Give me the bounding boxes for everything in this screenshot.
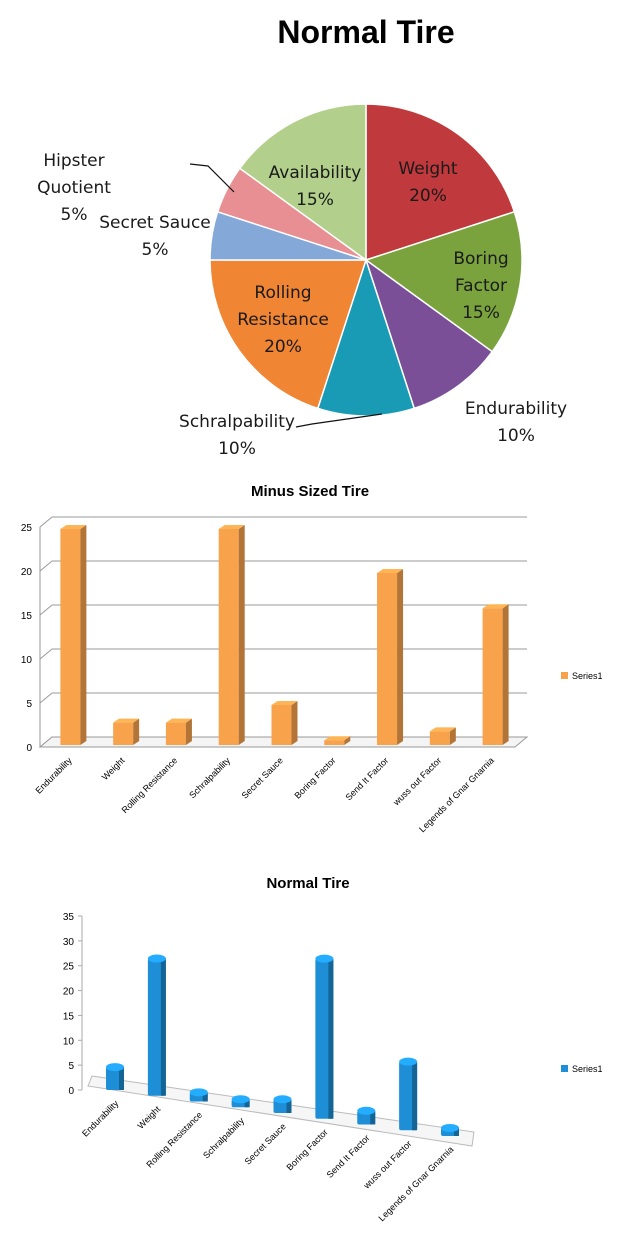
pie-value-rolling-resistance: 20%: [264, 337, 302, 357]
bar2-cat-schralpability: Schralpability: [201, 1115, 246, 1160]
bar1-bar-weight: [113, 718, 140, 745]
bar2-cat-boring-factor: Boring Factor: [285, 1127, 330, 1172]
bar2-cat-secret-sauce: Secret Sauce: [243, 1121, 288, 1166]
pie-value-secret-sauce: 5%: [142, 240, 169, 260]
bar1-bar-schralpability: [218, 525, 245, 745]
bar2-bar-boring-factor: [315, 954, 334, 1119]
pie-label-weight: Weight: [398, 159, 458, 179]
pie-label-boring-factor: Boring Factor: [453, 249, 508, 296]
pie-slice-availability: [238, 103, 367, 262]
pie-value-schralpability: 10%: [218, 439, 256, 459]
bar2-cat-endurability: Endurability: [80, 1098, 121, 1139]
pie-chart-title: Normal Tire: [277, 14, 454, 50]
pie-label-schralpability: Schralpability: [179, 412, 295, 432]
bar1-ytick: 5: [26, 699, 32, 710]
pie-value-weight: 20%: [409, 186, 447, 206]
bar1-cat-send-it-factor: Send It Factor: [343, 755, 390, 802]
bar1-cat-rolling-resistance: Rolling Resistance: [120, 755, 180, 815]
bar2-ytick: 5: [68, 1061, 74, 1072]
bar2-ytick: 20: [63, 987, 75, 998]
pie-value-hipster-quotient: 5%: [61, 205, 88, 225]
pie-value-endurability: 10%: [497, 426, 535, 446]
bar2-bar-schralpability: [231, 1095, 250, 1108]
bar1-bar-endurability: [60, 525, 87, 745]
bar1-cat-boring-factor: Boring Factor: [292, 755, 337, 800]
minus-sized-bar-chart: Minus Sized Tire 0 5 10 15 20 25 Endurability…: [21, 483, 603, 834]
bar2-cat-weight: Weight: [136, 1104, 163, 1131]
pie-value-availability: 15%: [296, 190, 334, 210]
bar1-bar-legends-of-gnar-gnarnia: [482, 604, 509, 745]
bar2-bar-weight: [147, 954, 166, 1096]
bar2-bar-send-it-factor: [357, 1106, 376, 1125]
bar2-ytick: 0: [68, 1086, 74, 1097]
bar2-cat-send-it-factor: Send It Factor: [325, 1133, 372, 1180]
bar1-ytick: 15: [21, 611, 33, 622]
pie-label-availability: Availability: [269, 163, 362, 183]
bar2-legend-swatch: [561, 1065, 568, 1072]
pie-slice-weight: [365, 103, 516, 262]
bar1-bar-rolling-resistance: [165, 718, 192, 745]
bar1-cat-weight: Weight: [100, 755, 127, 782]
pie-label-rolling-resistance: Rolling Resistance: [237, 283, 329, 330]
bar2-cat-wuss-out-factor: wuss out Factor: [361, 1139, 414, 1192]
bar2-bar-legends-of-gnar-gnarnia: [441, 1124, 459, 1136]
normal-tire-bar-chart: Normal Tire 0 5 10 15 20 25 30 35 Endurability W…: [63, 875, 603, 1223]
bar1-cat-wuss-out-factor: wuss out Factor: [391, 755, 444, 808]
bar1-cat-secret-sauce: Secret Sauce: [240, 755, 285, 800]
bar2-ytick: 30: [63, 937, 75, 948]
bar2-bar-wuss-out-factor: [399, 1057, 418, 1131]
bar2-ytick: 35: [63, 912, 75, 923]
bar2-ytick: 25: [63, 962, 75, 973]
pie-label-hipster-quotient: Hipster Quotient: [37, 151, 111, 198]
bar1-title: Minus Sized Tire: [251, 483, 369, 500]
bar2-bar-rolling-resistance: [189, 1088, 208, 1102]
pie-slice-boring-factor: [364, 210, 523, 353]
hipster-leader-line: [189, 163, 235, 193]
bar1-ytick: 10: [21, 655, 33, 666]
bar2-bar-endurability: [106, 1063, 124, 1090]
bar1-bar-boring-factor: [324, 736, 351, 745]
bar1-bar-wuss-out-factor: [429, 727, 456, 745]
bar1-ytick: 25: [21, 523, 33, 534]
bar2-ytick: 10: [63, 1036, 75, 1047]
bar1-legend-label: Series1: [572, 671, 603, 681]
bar1-cat-schralpability: Schralpability: [187, 755, 232, 800]
bar1-ytick: 20: [21, 567, 33, 578]
pie-label-endurability: Endurability: [465, 399, 567, 419]
bar2-ytick: 15: [63, 1011, 75, 1022]
bar1-cat-endurability: Endurability: [33, 755, 74, 796]
bar1-legend-swatch: [561, 672, 568, 679]
schralpability-leader-line: [295, 413, 383, 428]
bar2-legend-label: Series1: [572, 1064, 603, 1074]
pie-chart: Normal Tire Weight 20% Boring Factor 15% Endu…: [37, 14, 567, 459]
bar1-ytick: 0: [26, 743, 32, 754]
pie-value-boring-factor: 15%: [462, 303, 500, 323]
pie-label-secret-sauce: Secret Sauce: [99, 213, 211, 233]
bar1-bar-send-it-factor: [377, 569, 404, 745]
bar1-bar-secret-sauce: [271, 701, 298, 745]
pie-slice-endurability: [364, 258, 494, 410]
bar2-bar-secret-sauce: [273, 1095, 292, 1113]
pie-slice-rolling-resistance: [209, 259, 368, 410]
bar2-title: Normal Tire: [266, 875, 349, 892]
